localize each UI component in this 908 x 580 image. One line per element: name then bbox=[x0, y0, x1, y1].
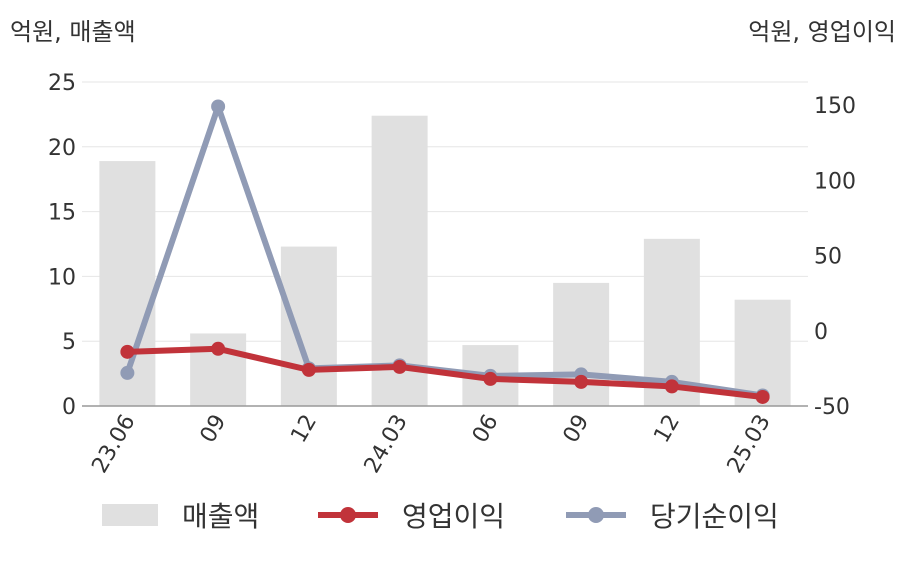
legend-item-revenue: 매출액 bbox=[102, 490, 259, 540]
x-tick-label: 09 bbox=[196, 411, 232, 448]
x-tick-label: 06 bbox=[468, 411, 504, 448]
right-tick-label: 50 bbox=[814, 245, 842, 270]
x-tick-label: 23.06 bbox=[87, 411, 140, 478]
operating-profit-point bbox=[574, 374, 589, 389]
left-tick-label: 20 bbox=[48, 136, 76, 161]
net-income-point bbox=[120, 365, 135, 380]
x-tick-label: 24.03 bbox=[360, 411, 413, 478]
operating-profit-point bbox=[120, 344, 135, 359]
x-tick-label: 12 bbox=[286, 411, 322, 448]
profit-lines bbox=[120, 99, 770, 404]
legend-item-operating-profit: 영업이익 bbox=[318, 490, 505, 540]
right-tick-label: 100 bbox=[814, 169, 856, 194]
left-tick-label: 5 bbox=[62, 330, 76, 355]
legend-swatch-revenue bbox=[102, 504, 158, 526]
revenue-bar bbox=[371, 115, 428, 407]
x-tick-label: 09 bbox=[559, 411, 595, 448]
operating-profit-point bbox=[301, 362, 316, 377]
operating-profit-point bbox=[392, 359, 407, 374]
net-income-point bbox=[211, 99, 226, 114]
operating-profit-point bbox=[755, 389, 770, 404]
left-tick-label: 15 bbox=[48, 201, 76, 226]
left-axis-unit-label: 억원, 매출액 bbox=[10, 18, 136, 46]
revenue-bar bbox=[734, 299, 791, 406]
right-tick-label: -50 bbox=[814, 395, 850, 420]
right-axis-unit-label: 억원, 영업이익 bbox=[748, 18, 896, 46]
operating-profit-line bbox=[124, 345, 766, 400]
x-tick-label: 25.03 bbox=[723, 411, 776, 478]
legend: 매출액 영업이익 당기순이익 bbox=[0, 490, 908, 540]
revenue-bar bbox=[280, 246, 337, 406]
operating-profit-point bbox=[483, 371, 498, 386]
legend-label-revenue: 매출액 bbox=[182, 500, 260, 533]
legend-swatch-operating-profit bbox=[318, 504, 378, 526]
operating-profit-point bbox=[211, 341, 226, 356]
tick-labels: 0 5 10 15 20 25 -50 0 50 100 150 23.06 09 12 24.03 06 09… bbox=[48, 71, 856, 478]
legend-item-net-income: 당기순이익 bbox=[566, 490, 779, 540]
left-tick-label: 0 bbox=[62, 395, 76, 420]
legend-swatch-net-income bbox=[566, 504, 626, 526]
x-tick-label: 12 bbox=[649, 411, 685, 448]
left-tick-label: 25 bbox=[48, 71, 76, 96]
legend-label-net-income: 당기순이익 bbox=[650, 500, 779, 533]
operating-profit-point bbox=[664, 379, 679, 394]
right-tick-label: 0 bbox=[814, 320, 828, 345]
left-tick-label: 10 bbox=[48, 265, 76, 290]
legend-label-operating-profit: 영업이익 bbox=[402, 500, 506, 533]
right-tick-label: 150 bbox=[814, 94, 856, 119]
